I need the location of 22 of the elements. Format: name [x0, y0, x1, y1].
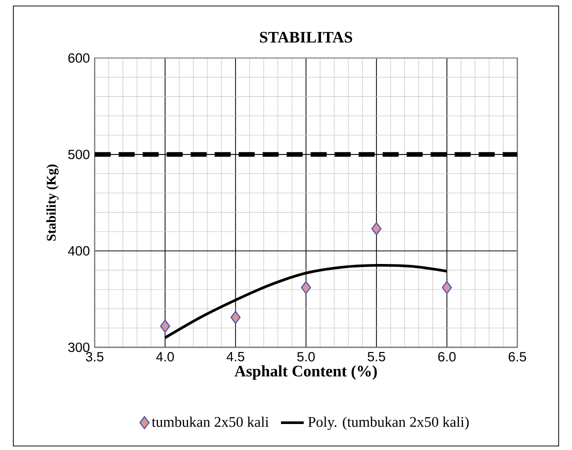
- x-tick-label: 4.0: [156, 352, 174, 362]
- x-tick-label: 5.0: [297, 352, 315, 362]
- y-tick-label: 600: [68, 53, 90, 63]
- y-axis-title: Stability (Kg): [46, 164, 59, 241]
- y-tick-label: 500: [68, 150, 90, 160]
- point: [300, 280, 312, 294]
- x-tick-label: 4.5: [226, 352, 244, 362]
- x-tick-label: 6.0: [438, 352, 456, 362]
- legend-label: Poly. (tumbukan 2x50 kali): [308, 416, 469, 430]
- x-tick-label: 3.5: [86, 352, 104, 362]
- point: [230, 310, 241, 324]
- x-axis-title: Asphalt Content (%): [234, 365, 377, 380]
- point: [442, 280, 452, 294]
- point: [371, 222, 382, 236]
- y-tick-label: 400: [68, 246, 90, 256]
- point: [160, 320, 170, 333]
- legend-label: tumbukan 2x50 kali: [152, 416, 269, 427]
- y-tick-label: 300: [68, 342, 90, 352]
- line-series: [164, 264, 448, 340]
- x-tick-label: 6.5: [508, 352, 526, 362]
- x-tick-label: 5.5: [368, 352, 386, 362]
- chart-title: STABILITAS: [260, 32, 352, 43]
